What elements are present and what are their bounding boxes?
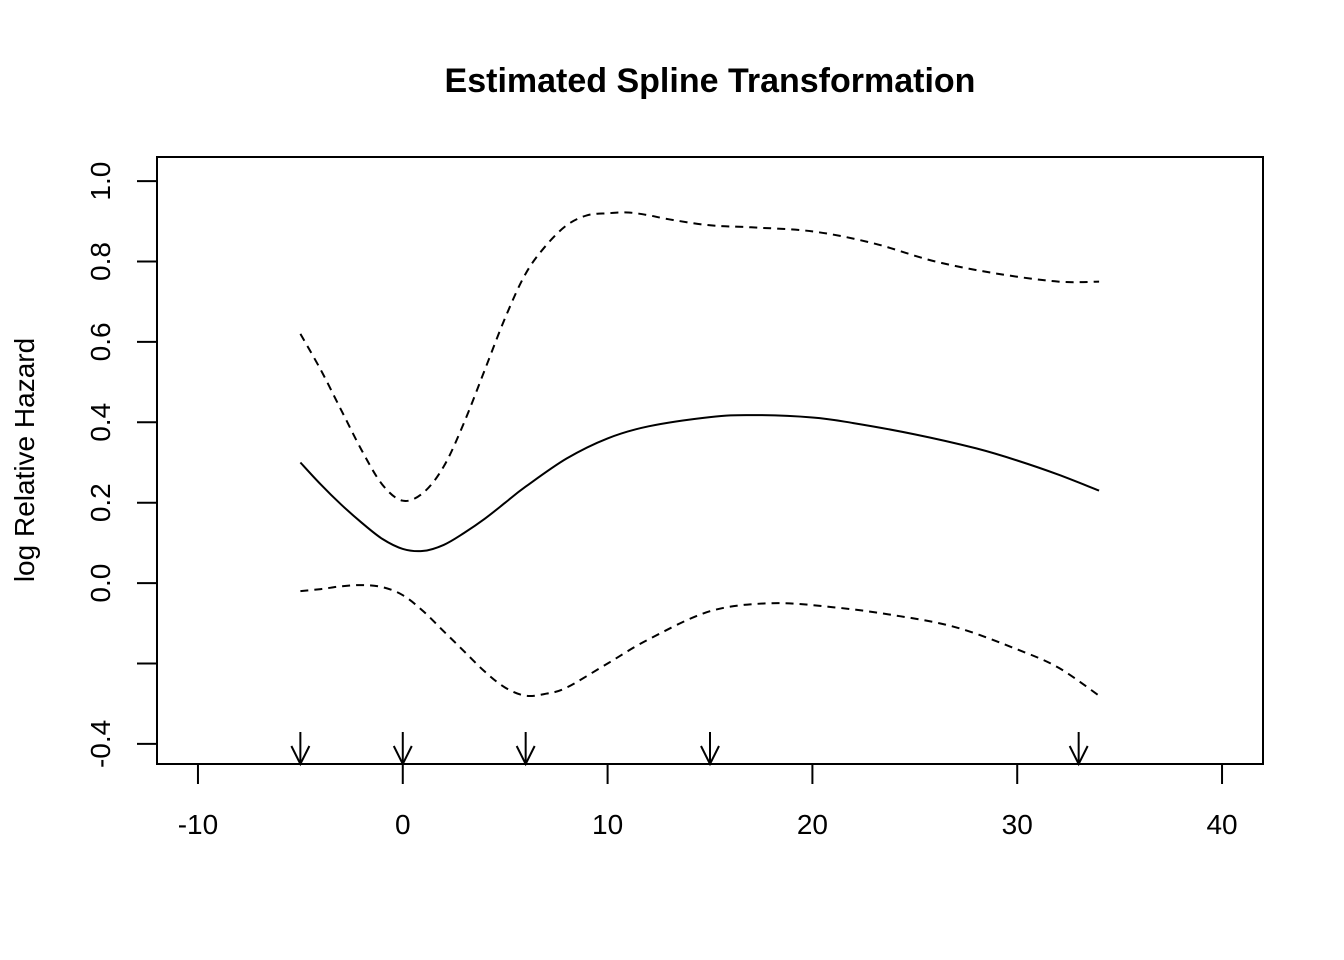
spline-estimate-line bbox=[299, 414, 1100, 553]
rug-arrow-head bbox=[700, 745, 720, 767]
rug-arrow-head bbox=[1068, 745, 1089, 767]
y-tick-label: 0.4 bbox=[85, 403, 116, 442]
y-axis: -0.4 0.0 0.2 0.4 0.6 0.8 1.0 bbox=[85, 162, 158, 768]
rug-arrow-head bbox=[515, 745, 536, 767]
x-axis: -10 0 10 20 30 40 bbox=[178, 763, 1238, 840]
rug-arrow-head bbox=[290, 745, 311, 767]
x-tick-label: -10 bbox=[178, 809, 218, 840]
rug-arrow bbox=[1068, 732, 1089, 767]
x-tick-label: 20 bbox=[797, 809, 828, 840]
lower-confidence-line bbox=[300, 584, 1100, 697]
y-tick-label: 0.2 bbox=[85, 483, 116, 522]
y-tick-label: -0.4 bbox=[85, 720, 116, 768]
rug-arrow bbox=[700, 732, 720, 767]
x-tick-label: 0 bbox=[395, 809, 411, 840]
y-tick-label: 1.0 bbox=[85, 162, 116, 201]
y-tick-label: 0.0 bbox=[85, 564, 116, 603]
upper-confidence-line bbox=[299, 211, 1100, 502]
y-axis-title: log Relative Hazard bbox=[9, 338, 40, 582]
y-tick-label: 0.8 bbox=[85, 242, 116, 281]
x-tick-label: 10 bbox=[592, 809, 623, 840]
x-tick-label: 40 bbox=[1206, 809, 1237, 840]
chart-title: Estimated Spline Transformation bbox=[445, 62, 976, 100]
rug-arrow bbox=[392, 732, 413, 767]
y-tick-label: 0.6 bbox=[85, 322, 116, 361]
rug-arrow bbox=[515, 732, 536, 767]
rug-arrow-head bbox=[392, 745, 413, 767]
rug-arrows bbox=[290, 732, 1089, 767]
series-layer bbox=[299, 211, 1100, 697]
x-tick-label: 30 bbox=[1002, 809, 1033, 840]
rug-arrow bbox=[290, 732, 311, 767]
plot-frame bbox=[156, 156, 1264, 765]
